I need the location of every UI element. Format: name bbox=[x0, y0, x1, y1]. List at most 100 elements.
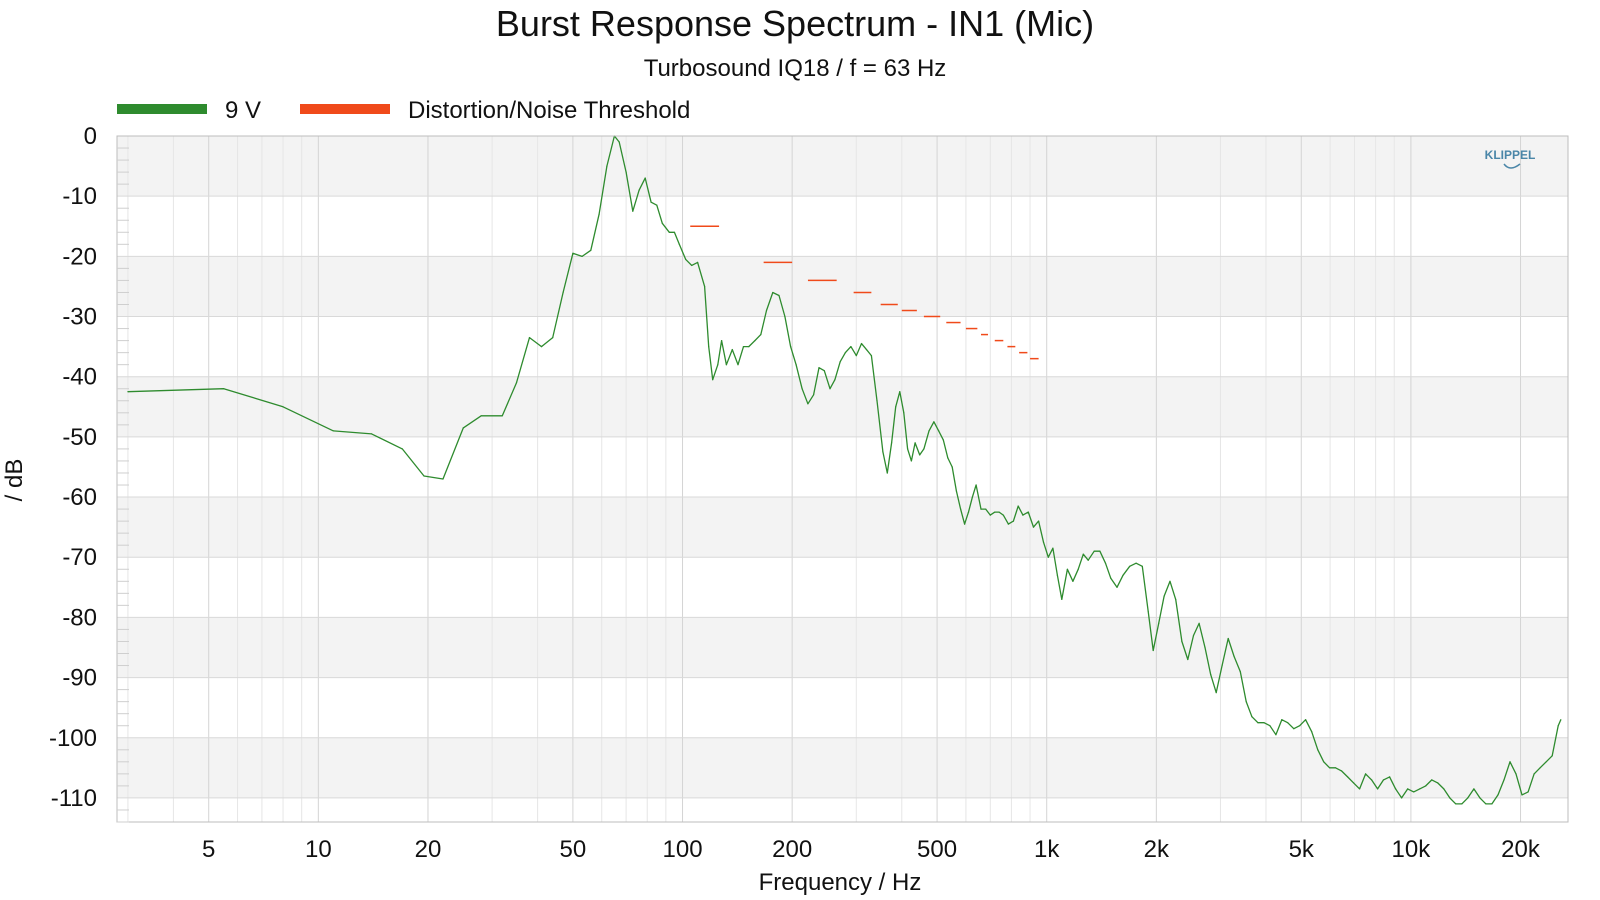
legend-label-threshold: Distortion/Noise Threshold bbox=[408, 97, 690, 124]
series-layer bbox=[127, 135, 1562, 805]
data-point bbox=[606, 165, 608, 167]
data-point bbox=[754, 340, 756, 342]
data-point bbox=[721, 340, 723, 342]
data-point bbox=[731, 349, 733, 351]
data-point bbox=[1152, 649, 1154, 652]
data-point bbox=[1275, 734, 1277, 736]
data-point bbox=[480, 415, 482, 417]
data-point bbox=[964, 523, 966, 525]
data-point bbox=[1141, 565, 1143, 567]
data-point bbox=[960, 508, 962, 510]
data-point bbox=[1545, 761, 1547, 763]
data-point bbox=[1175, 598, 1177, 601]
data-point bbox=[501, 415, 503, 417]
data-point bbox=[807, 403, 809, 405]
data-point bbox=[850, 346, 852, 348]
data-point bbox=[947, 457, 949, 459]
data-point bbox=[581, 255, 583, 257]
data-point bbox=[844, 352, 847, 354]
data-point bbox=[1334, 767, 1337, 769]
data-point bbox=[919, 454, 921, 456]
data-point bbox=[1198, 622, 1200, 625]
legend-item-threshold: Distortion/Noise Threshold bbox=[300, 97, 690, 124]
data-point bbox=[772, 291, 774, 294]
data-point bbox=[618, 141, 620, 143]
data-point bbox=[998, 511, 1000, 513]
data-point bbox=[914, 442, 916, 444]
data-point bbox=[1401, 797, 1403, 799]
data-point bbox=[1116, 586, 1118, 588]
data-point bbox=[790, 346, 792, 348]
legend-item-9v: 9 V bbox=[117, 97, 261, 124]
x-tick-label: 10 bbox=[305, 836, 332, 863]
data-point bbox=[423, 475, 425, 477]
data-point bbox=[1110, 577, 1112, 579]
data-point bbox=[1082, 553, 1084, 555]
data-point bbox=[778, 294, 780, 297]
x-tick-label: 100 bbox=[663, 836, 703, 863]
data-point bbox=[1204, 646, 1206, 649]
data-point bbox=[1407, 788, 1409, 790]
x-tick-label: 20 bbox=[415, 836, 442, 863]
data-point bbox=[462, 427, 464, 429]
data-point bbox=[823, 370, 825, 372]
data-point bbox=[1377, 788, 1379, 790]
y-tick-label: -80 bbox=[62, 604, 97, 631]
data-point bbox=[127, 391, 129, 393]
plot-background bbox=[117, 136, 1568, 822]
data-point bbox=[1560, 719, 1562, 721]
grid bbox=[117, 135, 1568, 822]
y-tick-label: -90 bbox=[62, 665, 97, 692]
data-point bbox=[691, 264, 693, 266]
data-point bbox=[870, 355, 873, 357]
data-point bbox=[540, 346, 543, 348]
x-axis-label: Frequency / Hz bbox=[759, 869, 922, 896]
series-distortion-threshold bbox=[690, 225, 1039, 360]
data-point bbox=[1509, 761, 1511, 763]
x-tick-label: 5k bbox=[1289, 836, 1315, 863]
data-point bbox=[923, 448, 925, 450]
data-point bbox=[1473, 788, 1475, 790]
data-point bbox=[1485, 803, 1487, 805]
data-point bbox=[650, 201, 652, 203]
plot-band bbox=[117, 497, 1568, 558]
x-tick-label: 500 bbox=[917, 836, 957, 863]
data-point bbox=[673, 231, 676, 233]
data-point bbox=[1099, 550, 1101, 552]
y-tick-label: -70 bbox=[62, 544, 97, 571]
data-point bbox=[1158, 622, 1160, 625]
data-point bbox=[1311, 731, 1313, 733]
data-point bbox=[1353, 782, 1355, 784]
data-point bbox=[282, 406, 284, 408]
logo-text: KLIPPEL bbox=[1485, 148, 1536, 162]
data-point bbox=[717, 364, 719, 366]
data-point bbox=[737, 364, 739, 366]
data-point bbox=[1479, 797, 1481, 799]
data-point bbox=[933, 421, 935, 423]
data-point bbox=[1515, 773, 1517, 775]
data-point bbox=[1293, 728, 1295, 730]
data-point bbox=[1305, 719, 1307, 721]
y-tick-label: -110 bbox=[51, 785, 97, 812]
legend-label-9v: 9 V bbox=[225, 97, 261, 124]
plot-band bbox=[117, 737, 1568, 798]
data-point bbox=[1163, 595, 1165, 597]
data-point bbox=[1027, 511, 1029, 513]
axes: 0 -10 -20 -30 -40 -50 -60 -70 -80 -90 -100 -110 5 10 2… bbox=[49, 123, 1569, 863]
data-point bbox=[742, 346, 745, 348]
data-point bbox=[899, 391, 901, 393]
data-point bbox=[903, 412, 905, 414]
data-point bbox=[1419, 788, 1421, 790]
data-point bbox=[1181, 640, 1183, 643]
plot-band bbox=[117, 617, 1568, 678]
data-point bbox=[1437, 782, 1439, 784]
data-point bbox=[1227, 637, 1229, 640]
logo-swoosh bbox=[1503, 163, 1521, 169]
data-point bbox=[1147, 610, 1149, 613]
y-tick-label: -30 bbox=[62, 304, 97, 331]
data-point bbox=[760, 334, 762, 336]
data-point bbox=[1491, 803, 1493, 805]
data-point bbox=[907, 448, 909, 450]
data-point bbox=[598, 213, 600, 215]
data-point bbox=[829, 388, 831, 390]
